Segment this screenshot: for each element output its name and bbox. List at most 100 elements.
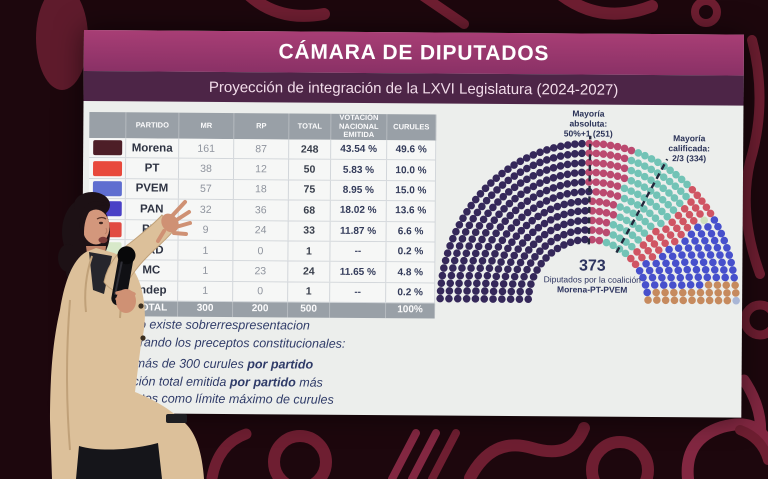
seat-dot-pt	[609, 201, 618, 209]
seat-dot-morena	[474, 242, 483, 251]
seat-dot-morena	[553, 202, 562, 211]
seat-dot-pt	[606, 141, 615, 150]
seat-dot-morena	[517, 190, 525, 199]
seat-dot-morena	[446, 279, 455, 288]
seat-dot-morena	[468, 235, 477, 243]
seat-dot-morena	[581, 216, 589, 225]
seat-dot-morena	[463, 207, 471, 216]
seat-dot-pan	[642, 260, 650, 268]
seat-dot-indep	[732, 296, 740, 305]
seat-dot-pvem	[622, 216, 631, 225]
seat-dot-pt	[627, 146, 636, 155]
seat-dot-morena	[534, 223, 543, 232]
seat-dot-pan	[659, 281, 668, 289]
seat-dot-pan	[697, 230, 706, 238]
seat-dot-morena	[524, 246, 533, 254]
seat-dot-morena	[520, 252, 529, 260]
seat-dot-pvem	[653, 180, 662, 188]
seat-dot-morena	[473, 208, 482, 217]
seat-dot-morena	[506, 211, 515, 220]
seat-dot-morena	[472, 287, 480, 295]
seat-dot-morena	[522, 154, 531, 162]
seat-dot-pri	[679, 217, 687, 226]
seat-dot-morena	[501, 217, 509, 225]
seat-dot-mc	[705, 296, 714, 305]
seat-dot-morena	[549, 184, 558, 192]
seat-dot-morena	[542, 176, 551, 185]
seat-dot-morena	[471, 295, 480, 303]
seat-dot-morena	[528, 228, 537, 237]
seat-dot-pan	[717, 229, 726, 238]
seat-dot-pvem	[677, 175, 686, 184]
seat-dot-morena	[494, 265, 503, 273]
seat-dot-pvem	[663, 212, 672, 221]
seat-dot-pan	[648, 273, 657, 282]
seat-dot-pan	[713, 243, 722, 252]
seat-dot-morena	[536, 168, 544, 177]
seat-dot-pan	[639, 273, 647, 282]
seat-dot-morena	[512, 232, 521, 241]
seat-dot-pri	[673, 224, 681, 233]
seat-dot-morena	[493, 186, 501, 194]
seat-dot-morena	[574, 207, 582, 216]
seat-dot-morena	[529, 151, 538, 159]
seat-dot-morena	[533, 266, 541, 274]
seat-dot-morena	[577, 178, 586, 186]
seat-dot-morena	[449, 264, 457, 272]
seat-dot-pri	[633, 248, 641, 256]
seat-dot-pri	[654, 246, 663, 254]
seat-dot-mc	[670, 288, 678, 297]
seat-dot-morena	[478, 256, 487, 265]
seat-dot-pri	[696, 210, 704, 218]
seat-dot-morena	[516, 287, 524, 296]
seat-dot-mc	[723, 296, 732, 305]
seat-dot-pan	[709, 258, 717, 267]
seat-dot-morena	[581, 226, 589, 234]
seat-dot-morena	[531, 253, 539, 261]
seat-dot-morena	[453, 249, 461, 258]
seat-dot-morena	[490, 280, 499, 288]
seat-dot-morena	[504, 244, 512, 253]
seat-dot-morena	[465, 221, 474, 230]
seat-dot-morena	[498, 236, 507, 245]
seat-dot-pan	[641, 281, 650, 289]
seat-dot-pan	[712, 273, 721, 282]
seat-dot-morena	[484, 242, 493, 251]
seat-dot-morena	[489, 295, 497, 303]
seat-dot-morena	[498, 295, 506, 303]
seat-dot-mc	[696, 288, 705, 297]
seat-dot-morena	[474, 271, 483, 280]
seat-dot-mc	[644, 296, 652, 304]
seat-dot-morena	[578, 159, 586, 167]
seat-dot-pri	[691, 204, 700, 212]
seat-dot-pvem	[671, 182, 680, 191]
seat-dot-morena	[524, 295, 533, 304]
seat-dot-pvem	[665, 177, 674, 186]
seat-dot-mc	[670, 296, 679, 305]
seat-dot-pan	[721, 273, 729, 282]
seat-dot-pt	[592, 168, 601, 177]
seat-dot-pan	[665, 245, 673, 254]
seat-dot-pvem	[640, 172, 649, 181]
seat-dot-pvem	[634, 149, 643, 157]
seat-dot-morena	[529, 273, 538, 281]
seat-dot-morena	[478, 202, 486, 211]
seat-dot-pt	[588, 235, 596, 244]
seat-dot-morena	[492, 174, 501, 182]
seat-dot-pvem	[616, 213, 624, 222]
seat-dot-morena	[491, 249, 499, 258]
seat-dot-morena	[560, 210, 568, 219]
seat-dot-pan	[716, 251, 724, 259]
coat-buttons	[138, 303, 146, 341]
seat-dot-morena	[516, 258, 525, 267]
seat-dot-morena	[476, 189, 485, 198]
seat-dot-morena	[507, 287, 516, 296]
presenter-shirt	[89, 252, 112, 294]
seat-dot-pvem	[641, 217, 649, 226]
seat-dot-pan	[704, 243, 712, 252]
seat-dot-morena	[507, 224, 516, 232]
seat-dot-morena	[547, 226, 555, 235]
seat-dot-morena	[563, 150, 572, 159]
seat-dot-pvem	[634, 179, 642, 188]
seat-dot-pan	[692, 265, 701, 274]
